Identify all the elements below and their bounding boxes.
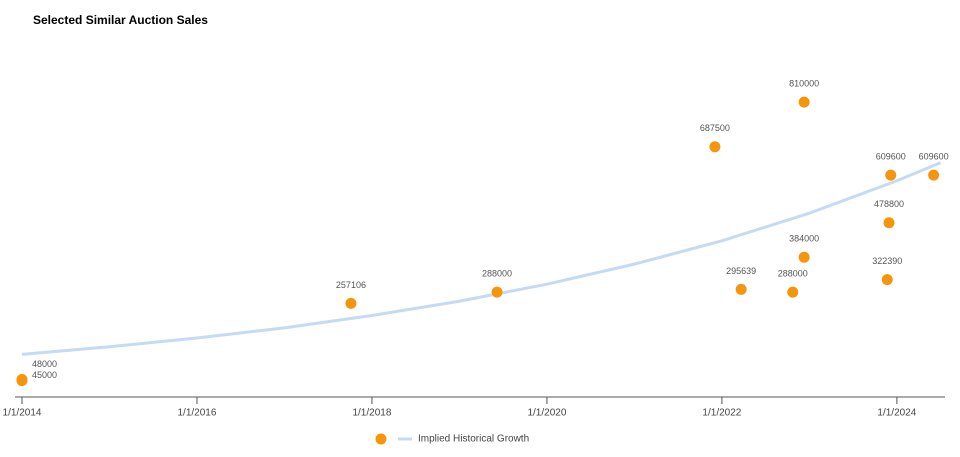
- data-label: 45000: [32, 370, 57, 380]
- legend-marker: [375, 433, 387, 445]
- point: [883, 217, 895, 229]
- data-label: 288000: [778, 269, 808, 279]
- data-label: 295639: [726, 266, 756, 276]
- trend-line: [21, 161, 942, 356]
- data-label: 478800: [874, 199, 904, 209]
- legend-label: Implied Historical Growth: [418, 434, 529, 445]
- point: [345, 297, 357, 309]
- point: [16, 375, 28, 387]
- x-tick-label: 1/1/2024: [877, 408, 916, 419]
- point: [798, 251, 810, 263]
- point: [881, 274, 893, 286]
- data-label: 609600: [876, 151, 906, 161]
- point: [491, 286, 503, 298]
- data-label: 810000: [789, 79, 819, 89]
- data-label: 687500: [700, 123, 730, 133]
- chart-title: Selected Similar Auction Sales: [33, 13, 208, 27]
- data-label: 257106: [336, 280, 366, 290]
- point: [735, 283, 747, 295]
- x-tick-label: 1/1/2022: [702, 408, 741, 419]
- point: [928, 169, 940, 181]
- data-label: 322390: [872, 256, 902, 266]
- point: [787, 286, 799, 298]
- x-tick-label: 1/1/2018: [352, 408, 391, 419]
- data-label: 609600: [919, 151, 949, 161]
- data-label: 288000: [482, 269, 512, 279]
- x-tick-label: 1/1/2016: [178, 408, 217, 419]
- data-label: 48000: [32, 359, 57, 369]
- x-tick-label: 1/1/2020: [527, 408, 566, 419]
- point: [885, 169, 897, 181]
- x-tick-label: 1/1/2014: [3, 408, 42, 419]
- data-label: 384000: [789, 234, 819, 244]
- point: [709, 141, 721, 153]
- point: [798, 96, 810, 108]
